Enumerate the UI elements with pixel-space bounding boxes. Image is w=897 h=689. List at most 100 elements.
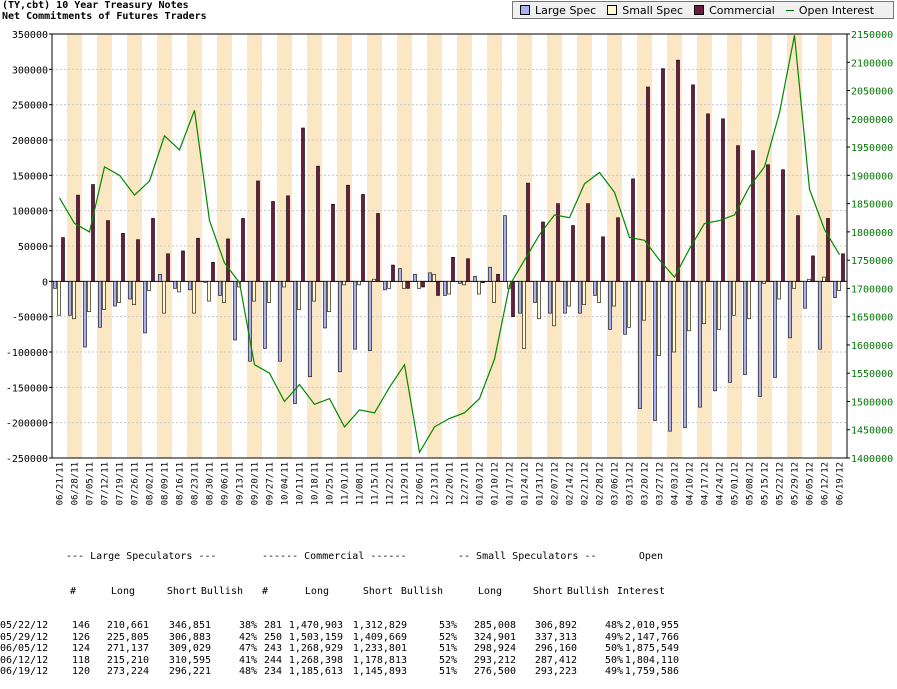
bar-large-spec	[608, 281, 612, 330]
bar-commercial	[211, 261, 215, 282]
x-tick-label: 02/21/12	[581, 462, 591, 505]
bar-large-spec	[98, 281, 102, 328]
col-open-interest: Interest	[616, 585, 665, 597]
column-shade	[787, 34, 802, 458]
bar-large-spec	[173, 281, 177, 289]
bar-large-spec	[473, 276, 477, 282]
right-axis-tick-label: 2050000	[851, 87, 893, 98]
column-shade	[127, 34, 142, 458]
x-tick-label: 12/27/11	[461, 462, 471, 505]
bar-small-spec	[417, 281, 421, 289]
x-tick-label: 10/11/11	[296, 462, 306, 505]
right-axis-tick-label: 1400000	[851, 454, 893, 465]
bar-large-spec	[638, 281, 642, 409]
bar-small-spec	[447, 281, 451, 295]
cell-open-interest: 2,010,955	[624, 620, 679, 631]
bar-small-spec	[222, 281, 226, 303]
cell-small-short: 337,313	[534, 631, 577, 643]
bar-commercial	[586, 203, 590, 282]
bar-commercial	[121, 232, 125, 282]
cell-comm-count: 234	[263, 666, 282, 677]
bar-commercial	[796, 215, 800, 282]
column-shade	[67, 34, 82, 458]
bar-commercial	[391, 264, 395, 282]
bar-commercial	[781, 169, 785, 282]
x-tick-label: 09/27/11	[266, 462, 276, 505]
bar-small-spec	[87, 281, 91, 313]
bar-commercial	[376, 213, 380, 282]
bar-commercial	[706, 113, 710, 282]
bar-commercial	[331, 204, 335, 282]
bar-small-spec	[687, 281, 691, 332]
col-comm-short: Short	[362, 585, 393, 597]
cell-date: 05/29/12	[0, 631, 49, 643]
table-group-header: --- Large Speculators --- ------ Commerci…	[0, 551, 679, 563]
bar-commercial	[631, 178, 635, 282]
bar-large-spec	[383, 281, 387, 291]
left-axis-tick-label: -100000	[6, 348, 48, 359]
bar-small-spec	[762, 281, 766, 284]
right-axis-tick-label: 2150000	[851, 30, 893, 41]
bar-large-spec	[653, 281, 657, 421]
cell-comm-count: 250	[263, 631, 282, 643]
bar-large-spec	[833, 281, 837, 298]
bar-small-spec	[357, 281, 361, 286]
col-comm-count: #	[261, 585, 268, 597]
cell-small-short: 296,160	[534, 643, 577, 654]
bar-commercial	[196, 237, 200, 282]
bar-small-spec	[72, 281, 76, 320]
cell-comm-bullish: 51%	[438, 643, 457, 654]
bar-large-spec	[683, 281, 687, 428]
x-tick-label: 02/14/12	[566, 462, 576, 505]
bar-large-spec	[563, 281, 567, 314]
bar-commercial	[751, 150, 755, 282]
legend-item-commercial: Commercial	[694, 4, 775, 17]
x-tick-label: 11/15/11	[371, 462, 381, 505]
bar-small-spec	[777, 281, 781, 300]
bar-large-spec	[773, 281, 777, 378]
bar-small-spec	[717, 281, 721, 330]
bar-commercial	[136, 239, 140, 282]
x-tick-label: 12/06/11	[416, 462, 426, 505]
bar-commercial	[556, 203, 560, 282]
cell-open-interest: 1,759,586	[624, 666, 679, 677]
right-axis-tick-label: 1750000	[851, 256, 893, 267]
bar-commercial	[826, 218, 830, 282]
bar-commercial	[526, 182, 530, 282]
x-tick-label: 09/13/11	[236, 462, 246, 505]
bar-small-spec	[297, 281, 301, 310]
bar-commercial	[346, 184, 350, 282]
bar-commercial	[76, 194, 80, 282]
bar-small-spec	[702, 281, 706, 325]
cell-small-bullish: 50%	[604, 643, 623, 654]
bar-small-spec	[192, 281, 196, 314]
x-tick-label: 06/05/12	[806, 462, 816, 505]
bar-large-spec	[143, 281, 147, 334]
bar-commercial	[841, 253, 845, 282]
cell-small-bullish: 50%	[604, 654, 623, 666]
bar-large-spec	[398, 268, 402, 282]
bar-large-spec	[518, 281, 522, 314]
cell-comm-count: 243	[263, 643, 282, 654]
x-tick-label: 01/24/12	[521, 462, 531, 505]
column-shade	[607, 34, 622, 458]
cell-large-long: 210,661	[106, 620, 149, 631]
cell-large-bullish: 47%	[238, 643, 257, 654]
bar-small-spec	[252, 281, 256, 302]
legend-item-small-spec: Small Spec	[607, 4, 683, 17]
cell-date: 06/19/12	[0, 666, 49, 677]
x-tick-label: 06/19/12	[836, 462, 846, 505]
bar-commercial	[496, 273, 500, 282]
x-tick-label: 05/22/12	[776, 462, 786, 505]
bar-small-spec	[642, 281, 646, 321]
legend-item-large-spec: Large Spec	[520, 4, 596, 17]
bar-large-spec	[353, 281, 357, 350]
bar-large-spec	[338, 281, 342, 373]
cell-date: 06/12/12	[0, 654, 49, 666]
x-tick-label: 04/03/12	[671, 462, 681, 505]
cell-small-long: 293,212	[473, 654, 516, 666]
left-axis-tick-label: -200000	[6, 419, 48, 430]
cell-large-bullish: 38%	[238, 620, 257, 631]
bar-small-spec	[132, 281, 136, 305]
cell-comm-long: 1,268,929	[288, 643, 343, 654]
